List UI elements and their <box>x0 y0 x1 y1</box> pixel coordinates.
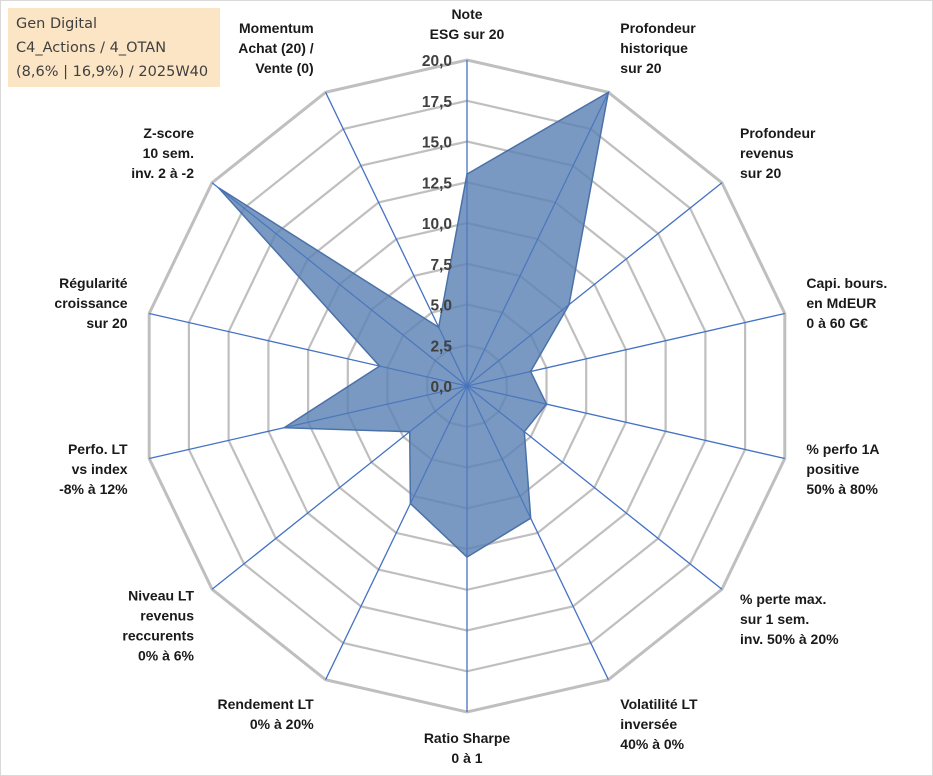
axis-label-0: Note ESG sur 20 <box>430 6 505 42</box>
axis-label-2: Profondeur revenus sur 20 <box>740 125 816 181</box>
axis-label-line: 0 à 60 G€ <box>806 315 868 331</box>
axis-label-line: 10 sem. <box>143 145 194 161</box>
axis-label-line: Momentum <box>239 20 314 36</box>
axis-label-line: Note <box>451 6 482 22</box>
axis-spoke-inner-9 <box>409 385 468 433</box>
axis-spoke-inner-6 <box>466 385 532 519</box>
axis-label-line: Niveau LT <box>128 587 194 603</box>
axis-label-line: 50% à 80% <box>806 481 878 497</box>
tick-label-8: 20,0 <box>422 53 452 70</box>
axis-label-line: 40% à 0% <box>620 736 684 752</box>
axis-label-line: % perfo 1A <box>806 441 879 457</box>
axis-label-line: Capi. bours. <box>806 275 887 291</box>
tick-label-5: 12,5 <box>422 175 453 192</box>
axis-label-4: % perfo 1A positive 50% à 80% <box>806 441 879 497</box>
axis-label-line: 0 à 1 <box>451 750 482 766</box>
portfolio-category: C4_Actions / 4_OTAN <box>16 40 167 56</box>
axis-label-6: Volatilité LT inversée 40% à 0% <box>620 696 698 752</box>
info-box: Gen Digital C4_Actions / 4_OTAN (8,6% | … <box>8 8 220 87</box>
axis-label-line: Vente (0) <box>255 60 313 76</box>
tick-label-3: 7,5 <box>430 257 452 274</box>
tick-label-0: 0,0 <box>430 379 452 396</box>
axis-spoke-inner-3 <box>466 371 531 387</box>
tick-label-6: 15,0 <box>422 135 452 152</box>
axis-spoke-inner-2 <box>466 304 570 387</box>
axis-label-8: Rendement LT 0% à 20% <box>217 696 314 732</box>
axis-label-12: Z-score 10 sem. inv. 2 à -2 <box>131 125 194 181</box>
axis-label-line: ESG sur 20 <box>430 26 505 42</box>
axis-label-line: % perte max. <box>740 591 826 607</box>
axis-label-13: Momentum Achat (20) / Vente (0) <box>238 20 314 76</box>
axis-label-11: Régularité croissance sur 20 <box>54 275 127 331</box>
axis-label-line: 0% à 6% <box>138 647 195 663</box>
axis-spoke-inner-5 <box>466 385 525 433</box>
axis-spoke-inner-13 <box>438 327 468 387</box>
axis-label-line: Rendement LT <box>217 696 314 712</box>
axis-spoke-inner-12 <box>218 187 468 387</box>
axis-label-line: sur 20 <box>86 315 127 331</box>
axis-label-line: revenus <box>140 607 194 623</box>
axis-label-line: inversée <box>620 716 677 732</box>
tick-label-4: 10,0 <box>422 216 452 233</box>
axis-label-line: sur 20 <box>620 60 661 76</box>
axis-label-line: vs index <box>72 461 128 477</box>
axis-label-line: Profondeur <box>620 20 696 36</box>
axis-label-line: -8% à 12% <box>59 481 128 497</box>
performance-week: (8,6% | 16,9%) / 2025W40 <box>16 64 209 80</box>
axis-label-5: % perte max. sur 1 sem. inv. 50% à 20% <box>740 591 839 647</box>
axis-spoke-inner-10 <box>284 385 468 429</box>
axis-label-line: Régularité <box>59 275 128 291</box>
axis-label-line: Profondeur <box>740 125 816 141</box>
axis-label-3: Capi. bours. en MdEUR 0 à 60 G€ <box>806 275 887 331</box>
axis-label-line: Ratio Sharpe <box>424 730 511 746</box>
axis-label-line: sur 20 <box>740 165 781 181</box>
axis-label-line: sur 1 sem. <box>740 611 809 627</box>
tick-label-1: 2,5 <box>430 338 452 355</box>
axis-label-line: Perfo. LT <box>68 441 128 457</box>
axis-spoke-inner-8 <box>409 385 468 504</box>
axis-spoke-inner-11 <box>379 365 468 387</box>
axis-label-7: Ratio Sharpe 0 à 1 <box>424 730 511 766</box>
axis-label-line: inv. 2 à -2 <box>131 165 194 181</box>
axis-label-9: Niveau LT revenus reccurents 0% à 6% <box>122 587 194 663</box>
axis-spoke-inner-1 <box>466 92 609 387</box>
axis-label-line: Achat (20) / <box>238 40 314 56</box>
tick-label-7: 17,5 <box>422 94 453 111</box>
company-name: Gen Digital <box>16 16 97 32</box>
axis-label-line: positive <box>806 461 859 477</box>
axis-label-1: Profondeur historique sur 20 <box>620 20 696 76</box>
tick-label-2: 5,0 <box>430 298 452 315</box>
axis-label-line: historique <box>620 40 688 56</box>
axis-label-line: Volatilité LT <box>620 696 698 712</box>
axis-label-line: revenus <box>740 145 794 161</box>
axis-label-line: Z-score <box>143 125 194 141</box>
axis-label-line: en MdEUR <box>806 295 876 311</box>
axis-label-10: Perfo. LT vs index -8% à 12% <box>59 441 128 497</box>
axis-spoke-inner-4 <box>466 385 547 405</box>
axis-label-line: 0% à 20% <box>250 716 314 732</box>
axis-label-line: reccurents <box>122 627 194 643</box>
axis-label-line: croissance <box>54 295 127 311</box>
axis-label-line: inv. 50% à 20% <box>740 631 839 647</box>
